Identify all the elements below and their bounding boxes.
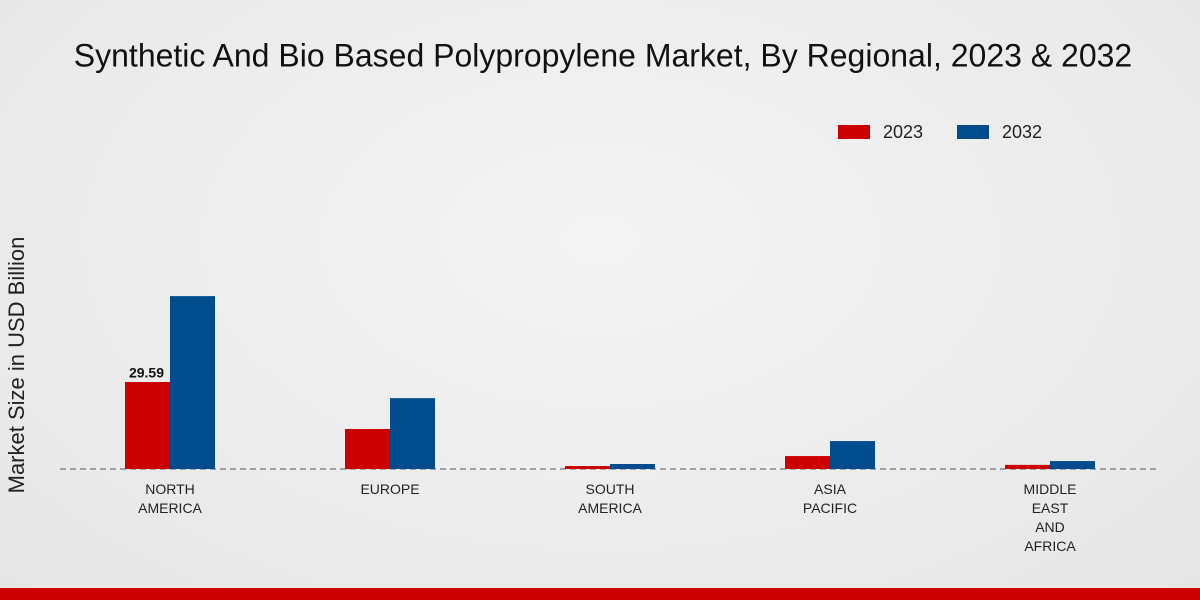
bar (785, 456, 830, 469)
legend-swatch (838, 125, 870, 139)
bar (610, 464, 655, 469)
bar (345, 429, 390, 469)
value-label: 29.59 (129, 365, 164, 381)
chart-title: Synthetic And Bio Based Polypropylene Ma… (74, 37, 1132, 73)
legend-label: 2032 (1002, 122, 1042, 142)
bar (565, 466, 610, 469)
legend-swatch (957, 125, 989, 139)
bar (830, 441, 875, 469)
y-axis-title: Market Size in USD Billion (4, 237, 29, 494)
legend-label: 2023 (883, 122, 923, 142)
x-tick-label: NORTH AMERICA (138, 481, 202, 516)
bar (390, 398, 435, 469)
bar (1005, 464, 1050, 469)
bar (1050, 461, 1095, 469)
x-tick-label: EUROPE (360, 481, 420, 497)
bar (125, 382, 170, 469)
x-tick-label: SOUTH AMERICA (578, 481, 642, 516)
footer-strip (0, 588, 1200, 600)
x-tick-label: ASIA PACIFIC (802, 481, 858, 516)
bar (170, 296, 215, 469)
x-tick-label: MIDDLE EAST AND AFRICA (1023, 481, 1077, 554)
